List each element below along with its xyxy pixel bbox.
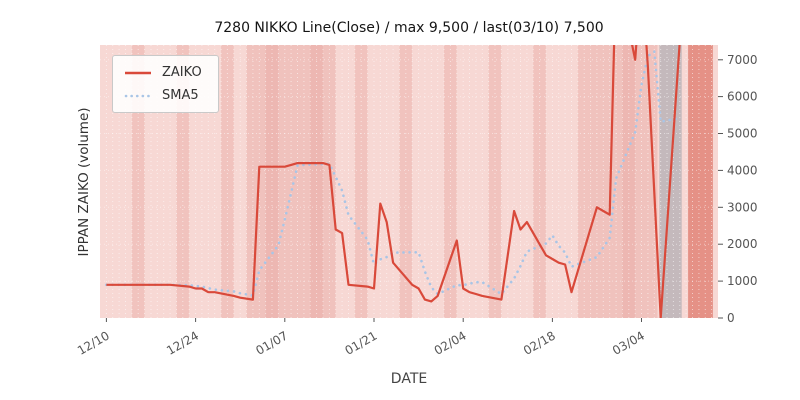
- y-axis-label: IPPAN ZAIKO (volume): [76, 107, 92, 257]
- y-tick-label: 3000: [727, 200, 758, 214]
- background-band: [590, 45, 658, 318]
- chart-title: 7280 NIKKO Line(Close) / max 9,500 / las…: [214, 20, 604, 36]
- legend-label-sma5: SMA5: [162, 88, 199, 103]
- x-tick-label: 12/10: [75, 328, 112, 357]
- x-tick-label: 02/04: [432, 328, 469, 357]
- legend: ZAIKO SMA5: [112, 55, 219, 113]
- x-axis-ticks: 12/10 12/24 01/07 01/21 02/04 02/18 03/04: [75, 318, 647, 358]
- x-tick-label: 01/21: [343, 328, 380, 357]
- legend-label-zaiko: ZAIKO: [162, 65, 202, 80]
- y-tick-label: 0: [727, 311, 735, 325]
- y-axis-ticks: 0 1000 2000 3000 4000 5000 6000 7000: [718, 53, 758, 325]
- background-band: [688, 45, 713, 318]
- y-tick-label: 4000: [727, 163, 758, 177]
- y-tick-label: 5000: [727, 127, 758, 141]
- legend-item-zaiko: ZAIKO: [123, 65, 202, 80]
- y-tick-label: 7000: [727, 53, 758, 67]
- sma5-line: [105, 50, 682, 297]
- x-tick-label: 12/24: [164, 328, 201, 357]
- x-tick-label: 01/07: [253, 328, 290, 357]
- y-tick-label: 1000: [727, 274, 758, 288]
- x-axis-label: DATE: [390, 371, 428, 387]
- x-tick-label: 02/18: [521, 328, 558, 357]
- legend-item-sma5: SMA5: [123, 88, 202, 103]
- y-tick-label: 2000: [727, 237, 758, 251]
- zaiko-line: [106, 45, 681, 318]
- x-tick-label: 03/04: [610, 328, 647, 357]
- y-tick-label: 6000: [727, 90, 758, 104]
- sma5-swatch-icon: [124, 94, 152, 97]
- zaiko-swatch-icon: [125, 71, 151, 74]
